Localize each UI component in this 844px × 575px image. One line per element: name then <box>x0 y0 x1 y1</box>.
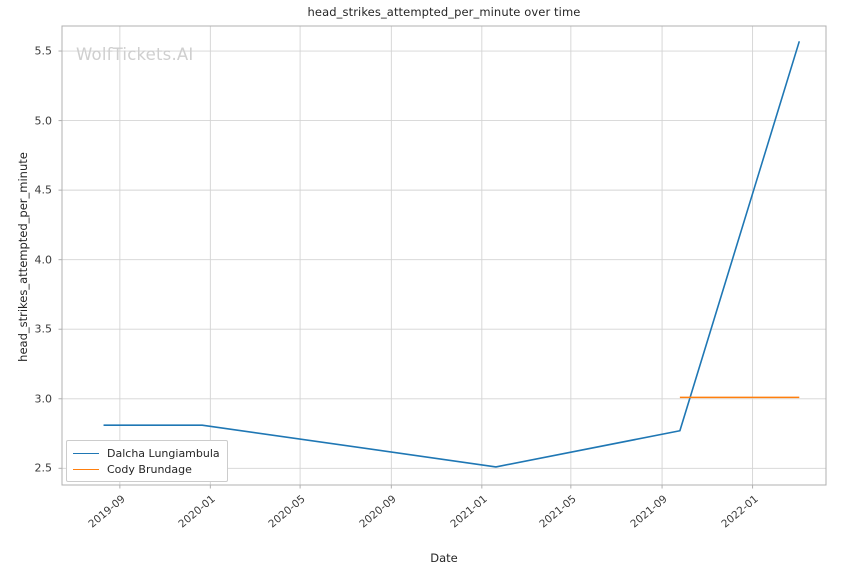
legend-color-swatch <box>73 468 99 470</box>
axes-frame <box>61 25 827 486</box>
legend-item-1[interactable]: Dalcha Lungiambula <box>73 445 220 461</box>
x-axis-ticks <box>119 485 754 489</box>
horizontal-gridlines <box>62 50 826 469</box>
chart-title: head_strikes_attempted_per_minute over t… <box>307 5 581 19</box>
plot-background <box>62 26 826 485</box>
y-tick-label: 5.0 <box>34 114 53 128</box>
series-line-1 <box>103 41 801 468</box>
y-tick-label: 3.0 <box>34 392 53 406</box>
y-tick-label: 2.5 <box>34 461 53 475</box>
legend-label: Dalcha Lungiambula <box>107 446 220 460</box>
legend-color-swatch <box>73 452 99 454</box>
y-tick-label: 4.0 <box>34 253 53 267</box>
data-series-layer <box>103 41 801 468</box>
legend-label: Cody Brundage <box>107 462 192 476</box>
x-axis-label: Date <box>430 551 458 565</box>
y-axis-ticks <box>58 50 62 469</box>
chart-legend[interactable]: Dalcha Lungiambula Cody Brundage <box>66 440 228 482</box>
legend-item-2[interactable]: Cody Brundage <box>73 461 220 477</box>
vertical-gridlines <box>119 26 754 485</box>
y-tick-label: 3.5 <box>34 322 53 336</box>
y-tick-label: 4.5 <box>34 183 53 197</box>
y-tick-label: 5.5 <box>34 44 53 58</box>
